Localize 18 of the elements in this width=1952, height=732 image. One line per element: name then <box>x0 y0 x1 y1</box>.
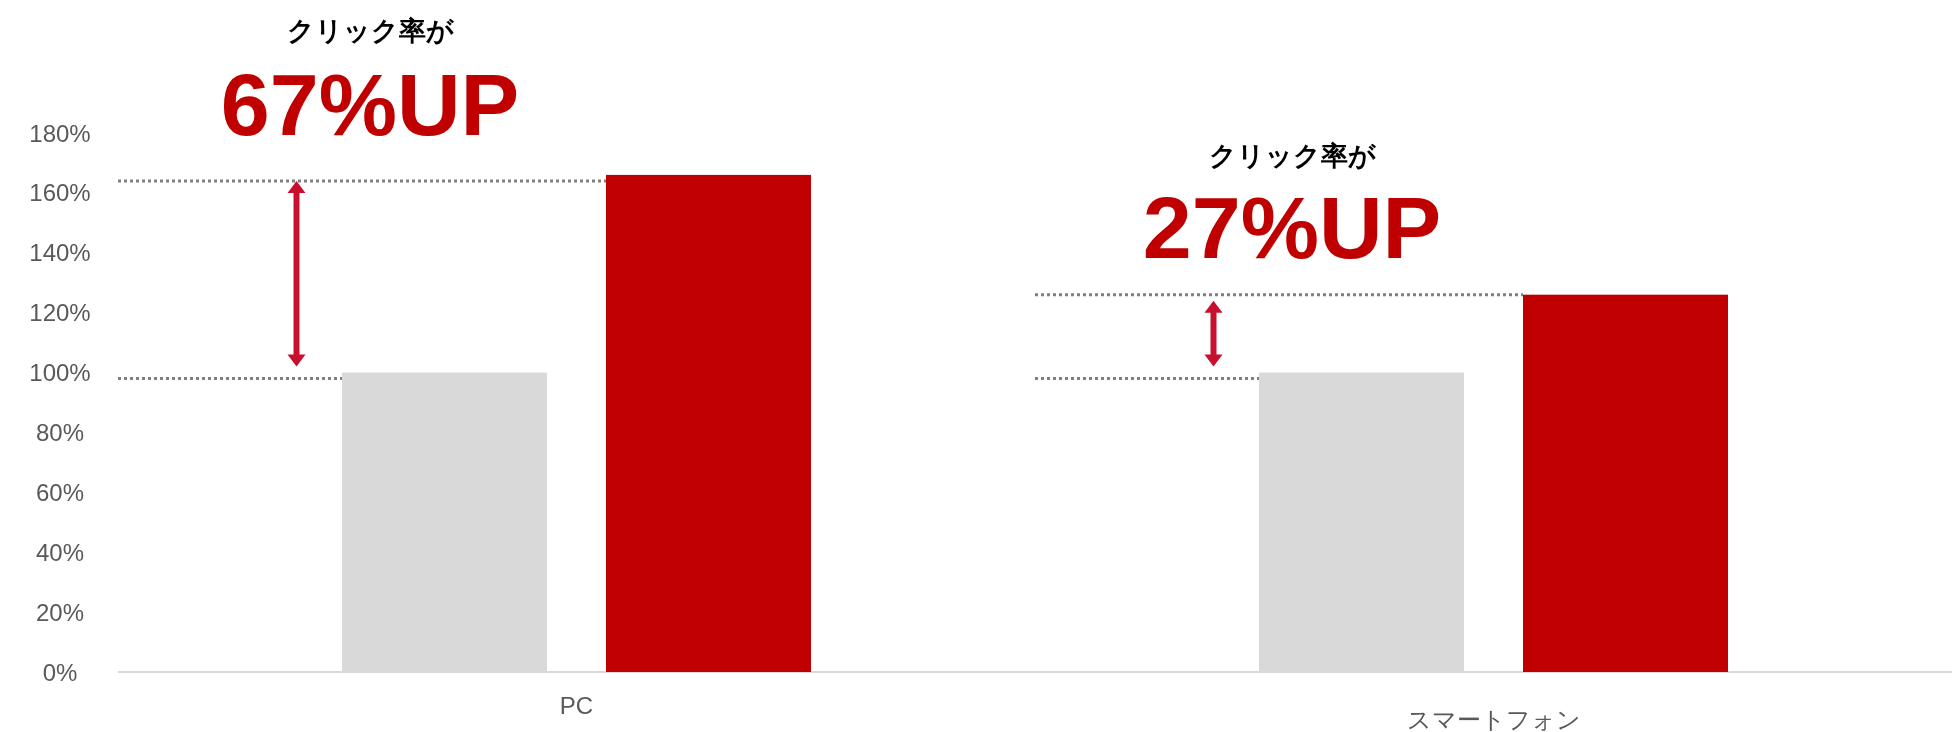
y-tick-label: 180% <box>29 119 91 147</box>
bar <box>1523 294 1728 672</box>
annotation: 67%UP <box>220 55 520 154</box>
y-tick-label: 140% <box>29 239 91 267</box>
y-tick-label: 40% <box>35 538 85 566</box>
y-tick-label: 120% <box>29 299 91 327</box>
x-tick-label: PC <box>559 692 594 719</box>
text: クリック率が <box>286 16 455 46</box>
y-tick-label: 60% <box>35 478 85 506</box>
y-tick-label: 160% <box>29 179 91 207</box>
annotation: 27%UP <box>1142 178 1442 277</box>
y-tick-label: 80% <box>35 418 85 446</box>
y-tick-label: 100% <box>29 359 91 387</box>
y-tick-label: 0% <box>42 658 78 686</box>
bar <box>606 174 811 672</box>
y-tick-label: 20% <box>35 598 85 626</box>
x-tick-label: スマートフォン <box>1406 706 1581 732</box>
annotation: クリック率が <box>1208 141 1377 171</box>
